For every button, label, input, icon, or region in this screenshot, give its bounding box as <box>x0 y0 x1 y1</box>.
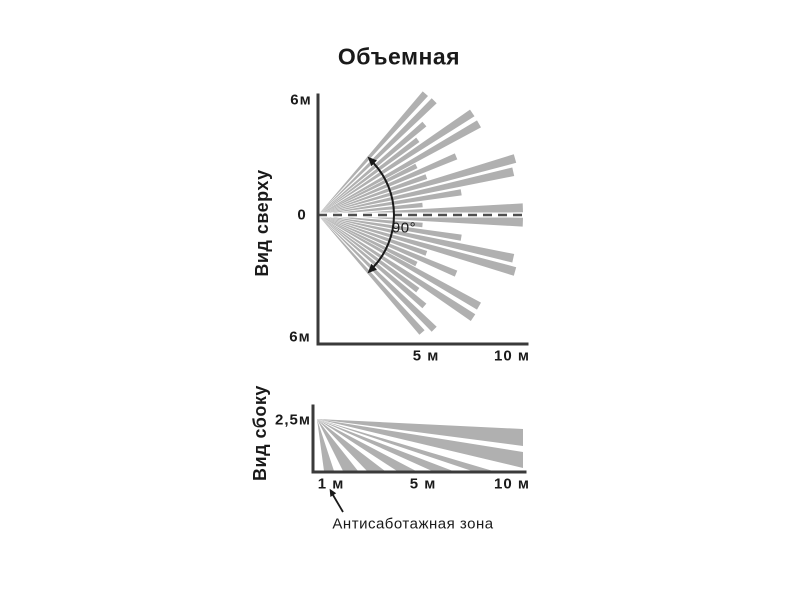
side-view-height-tick: 2,5м <box>275 411 311 429</box>
detection-beam <box>317 419 385 471</box>
detection-beam <box>318 163 418 215</box>
side-view-label: Вид сбоку <box>250 385 270 481</box>
top-view-y-top-tick: 6м <box>290 91 312 109</box>
detection-beam <box>318 215 418 267</box>
annotation-arrow-line <box>332 494 344 513</box>
detection-beam <box>318 203 523 215</box>
top-view-axes <box>316 93 529 346</box>
arc-arrowhead-top-icon <box>367 156 377 167</box>
side-view-x-5m-tick: 5 м <box>409 475 437 493</box>
detection-beam <box>318 215 481 310</box>
detection-beam <box>317 419 416 471</box>
arc-arrowhead-bottom-icon <box>367 263 377 274</box>
top-view-label: Вид сверху <box>252 169 272 277</box>
detection-beam <box>318 154 517 215</box>
detection-beam <box>318 215 462 241</box>
detection-beam <box>318 91 428 215</box>
detection-beam <box>317 419 453 471</box>
side-view-x-10m-tick: 10 м <box>494 475 530 493</box>
top-view-x-10m-tick: 10 м <box>494 347 530 365</box>
detection-beam <box>318 189 462 215</box>
angle-value-label: 90° <box>391 219 417 237</box>
detection-beam <box>317 419 523 446</box>
side-view-axes <box>311 404 527 474</box>
angle-arc <box>372 162 395 268</box>
detection-beam <box>318 215 517 276</box>
detection-beam <box>318 215 437 332</box>
top-view-y-bottom-tick: 6м <box>289 328 311 346</box>
detection-beam <box>318 215 427 309</box>
side-view-x-1m-tick: 1 м <box>317 475 345 493</box>
detection-beam <box>318 137 420 215</box>
detection-beam <box>318 215 425 335</box>
detection-beam <box>318 215 420 293</box>
top-view-y-zero-tick: 0 <box>297 206 307 224</box>
detection-beam <box>318 167 515 215</box>
detection-beam <box>318 98 437 215</box>
detection-beam <box>318 215 423 228</box>
detection-beam <box>318 215 523 227</box>
detection-beam <box>318 174 428 215</box>
top-view-beam-fan <box>318 91 523 335</box>
detection-beam <box>317 419 523 468</box>
detection-beam <box>318 202 423 215</box>
side-view-beam-fan <box>317 419 523 471</box>
detection-beam <box>318 215 428 256</box>
detection-beam <box>317 419 358 471</box>
detection-beam <box>317 419 493 471</box>
top-view-x-5m-tick: 5 м <box>412 347 440 365</box>
detection-beam <box>318 215 476 321</box>
detection-beam <box>318 120 481 215</box>
detection-beam <box>318 121 427 215</box>
detection-beam <box>318 215 515 263</box>
detection-beam <box>317 419 334 471</box>
anti-sabotage-zone-label: Антисаботажная зона <box>332 515 494 533</box>
annotation-arrowhead-icon <box>329 488 337 497</box>
diagram-title: Объемная <box>337 43 461 70</box>
detection-beam <box>318 109 475 215</box>
